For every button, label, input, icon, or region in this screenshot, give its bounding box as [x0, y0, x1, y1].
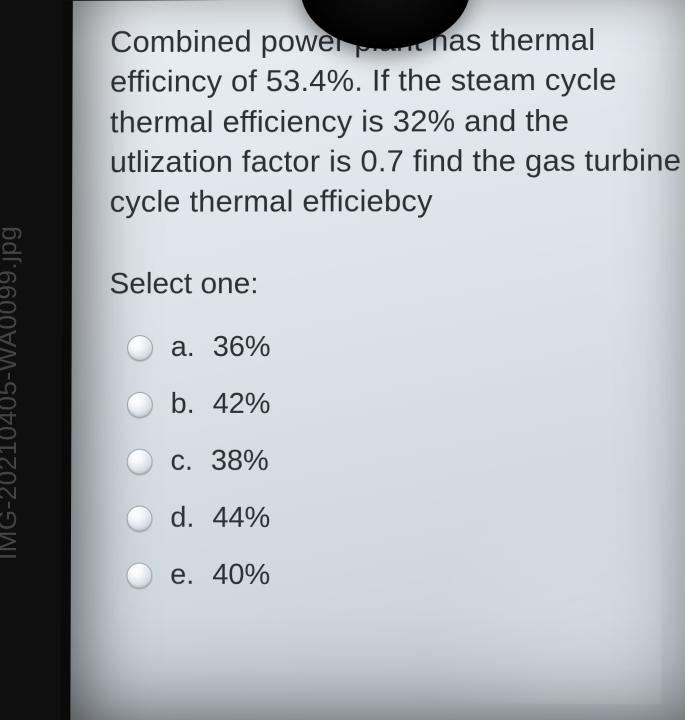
option-letter: b.: [171, 388, 195, 421]
select-one-prompt: Select one:: [109, 267, 685, 302]
option-a[interactable]: a. 36%: [109, 319, 685, 376]
option-letter: a.: [171, 332, 195, 365]
option-c[interactable]: c. 38%: [109, 433, 685, 491]
option-label: 40%: [212, 559, 270, 592]
radio-icon[interactable]: [126, 563, 152, 589]
radio-icon[interactable]: [127, 335, 153, 361]
photo-frame: IMG-20210405-WA0099.jpg Combined power p…: [0, 0, 685, 720]
quiz-screen: Combined power plant has thermal efficin…: [60, 0, 685, 720]
radio-icon[interactable]: [127, 392, 153, 418]
option-label: 44%: [212, 502, 270, 535]
option-label: 36%: [213, 332, 271, 365]
radio-icon[interactable]: [127, 506, 153, 532]
option-e[interactable]: e. 40%: [108, 547, 685, 606]
option-letter: e.: [170, 559, 194, 592]
option-letter: d.: [170, 502, 194, 535]
question-text: Combined power plant has thermal efficin…: [110, 19, 685, 222]
filename-label: IMG-20210405-WA0099.jpg: [0, 226, 23, 560]
option-letter: c.: [170, 445, 193, 478]
options-list: a. 36% b. 42% c. 38% d. 44% e. 4: [108, 319, 685, 606]
option-d[interactable]: d. 44%: [109, 490, 685, 549]
option-label: 38%: [211, 445, 269, 478]
option-b[interactable]: b. 42%: [109, 376, 685, 433]
radio-icon[interactable]: [127, 449, 153, 475]
option-label: 42%: [213, 388, 271, 421]
